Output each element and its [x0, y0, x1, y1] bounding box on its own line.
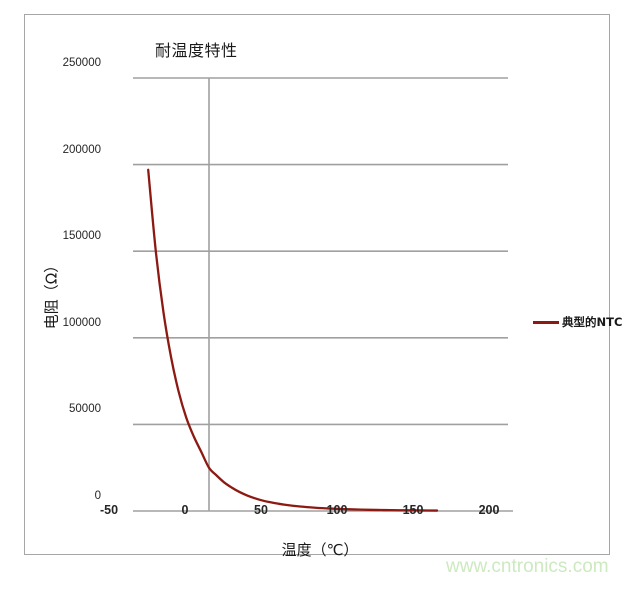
x-tick-label: 100: [326, 503, 348, 517]
x-axis-title: 温度（℃）: [281, 541, 359, 559]
series-line-typical-ntc: [147, 168, 439, 512]
gridlines: [133, 77, 513, 512]
y-tick-label: 200000: [62, 143, 101, 156]
y-axis-title: 电阻（Ω）: [42, 257, 61, 330]
x-tick-label: -50: [99, 503, 119, 517]
plot-area: [133, 77, 513, 512]
chart-frame: 耐温度特性 0 50000 100000 150000 200000 250000 -50…: [24, 14, 622, 559]
x-tick-label: 0: [181, 503, 189, 517]
y-tick-label: 250000: [62, 57, 101, 69]
legend-swatch-typical-ntc: [533, 320, 559, 324]
watermark: www.cntronics.com: [446, 556, 609, 577]
chart-title: 耐温度特性: [155, 41, 238, 60]
x-tick-label: 50: [254, 503, 268, 517]
y-tick-label: 0: [94, 490, 101, 502]
x-tick-label: 200: [478, 503, 500, 517]
y-tick-label: 50000: [69, 403, 101, 416]
legend-label-typical-ntc: 典型的NTC: [562, 315, 623, 329]
x-tick-label: 150: [402, 503, 424, 517]
y-tick-label: 150000: [62, 230, 101, 243]
y-tick-label: 100000: [62, 316, 101, 329]
chart-legend: 典型的NTC: [533, 314, 622, 330]
